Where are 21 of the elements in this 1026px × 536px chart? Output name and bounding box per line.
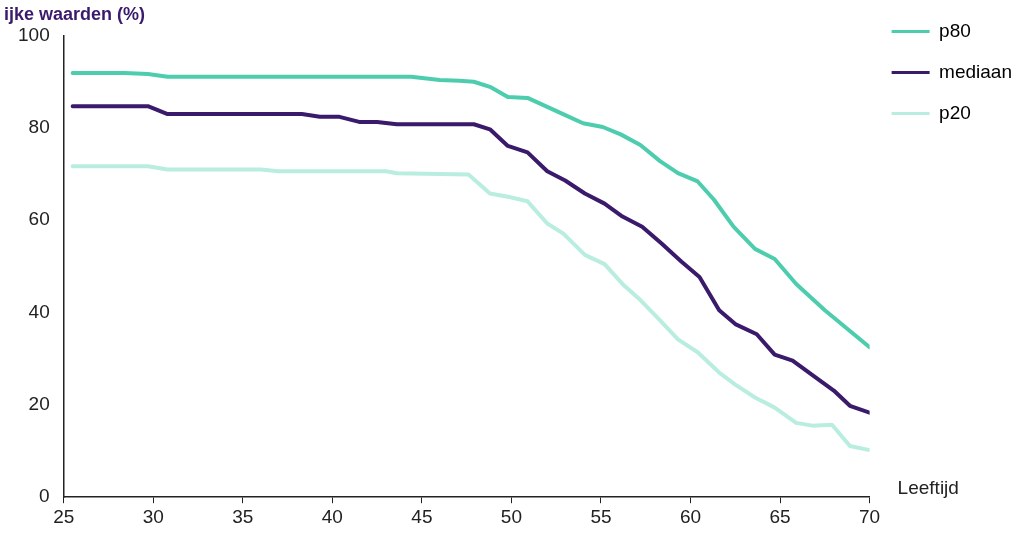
legend-label: p80 <box>939 19 971 41</box>
x-tick-label: 35 <box>232 505 254 527</box>
y-tick-label: 100 <box>18 23 50 45</box>
y-tick-label: 0 <box>39 485 50 507</box>
x-tick-label: 65 <box>769 505 791 527</box>
x-tick-label: 45 <box>411 505 433 527</box>
x-tick-label: 50 <box>500 505 522 527</box>
x-tick-label: 30 <box>142 505 164 527</box>
x-tick-label: 25 <box>53 505 75 527</box>
y-tick-label: 60 <box>28 208 50 230</box>
legend-label: mediaan <box>939 60 1013 82</box>
y-tick-label: 20 <box>28 393 50 415</box>
x-axis-title: Leeftijd <box>897 477 959 499</box>
x-tick-label: 70 <box>859 505 881 527</box>
x-tick-label: 40 <box>321 505 343 527</box>
x-tick-label: 60 <box>679 505 702 527</box>
y-tick-label: 40 <box>28 300 50 322</box>
legend-label: p20 <box>939 101 971 123</box>
y-tick-label: 80 <box>28 116 50 138</box>
x-tick-label: 55 <box>590 505 612 527</box>
chart-title: ijke waarden (%) <box>4 3 146 24</box>
